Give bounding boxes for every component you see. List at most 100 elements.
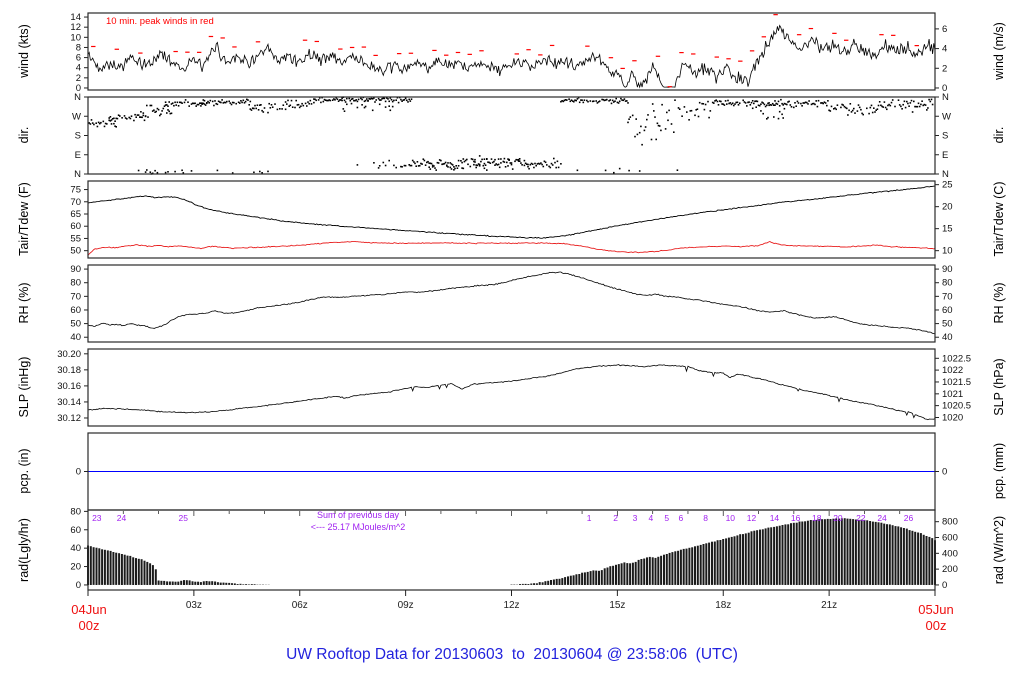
ylabel-rh-right: RH (%) bbox=[992, 282, 1006, 324]
ylabel-dir-left: dir. bbox=[17, 126, 31, 144]
solar-radiation-ytick-right: 400 bbox=[942, 548, 958, 559]
relative-humidity-ytick-left: 70 bbox=[70, 291, 81, 302]
solar-cumulative-label: 2 bbox=[613, 513, 618, 523]
sea-level-pressure-ytick-right: 1021 bbox=[942, 389, 963, 400]
solar-cumulative-label: 10 bbox=[726, 513, 736, 523]
temperature-ytick-left: 60 bbox=[70, 221, 81, 232]
wind-speed-trace bbox=[87, 24, 936, 89]
temperature-ytick-left: 75 bbox=[70, 185, 81, 196]
wind-ytick-left: 14 bbox=[70, 12, 81, 23]
temperature-ytick-left: 70 bbox=[70, 197, 81, 208]
solar-cumulative-label: 5 bbox=[664, 513, 669, 523]
solar-sum-annotation-line1: Sum of previous day bbox=[317, 510, 400, 520]
wind-ytick-left: 4 bbox=[76, 63, 81, 74]
x-start-date-hour: 00z bbox=[78, 618, 100, 633]
precipitation-ytick-right: 0 bbox=[942, 467, 947, 478]
sea-level-pressure-ytick-right: 1020.5 bbox=[942, 401, 971, 412]
ylabel-rh-left: RH (%) bbox=[17, 282, 31, 324]
temperature-ytick-right: 15 bbox=[942, 224, 953, 235]
dir-ytick-left: E bbox=[75, 150, 81, 161]
solar-cumulative-label: 12 bbox=[747, 513, 757, 523]
solar-cumulative-label: 23 bbox=[92, 513, 102, 523]
solar-cumulative-label: 4 bbox=[649, 513, 654, 523]
solar-cumulative-label: 18 bbox=[812, 513, 822, 523]
wind-ytick-right: 2 bbox=[942, 63, 947, 74]
x-hour-label: 18z bbox=[715, 600, 731, 611]
panel-frame-relative-humidity bbox=[87, 264, 936, 343]
dir-ytick-left: S bbox=[75, 131, 81, 142]
dir-ytick-right: N bbox=[942, 169, 949, 180]
solar-radiation-ytick-right: 0 bbox=[942, 580, 947, 591]
air-temp-trace bbox=[87, 185, 936, 239]
wind-ytick-left: 12 bbox=[70, 22, 81, 33]
temperature-ytick-right: 25 bbox=[942, 180, 953, 191]
relative-humidity-ytick-left: 50 bbox=[70, 319, 81, 330]
sea-level-pressure-ytick-right: 1020 bbox=[942, 412, 963, 423]
solar-cumulative-label: 3 bbox=[633, 513, 638, 523]
ylabel-dir-right: dir. bbox=[992, 126, 1006, 144]
dew-point-trace bbox=[87, 240, 936, 256]
solar-cumulative-label: 24 bbox=[117, 513, 127, 523]
temperature-ytick-right: 20 bbox=[942, 202, 953, 213]
ylabel-slp-left: SLP (inHg) bbox=[17, 356, 31, 418]
sea-level-pressure-ytick-left: 30.16 bbox=[57, 381, 81, 392]
solar-cumulative-label: 25 bbox=[179, 513, 189, 523]
x-hour-label: 15z bbox=[609, 600, 625, 611]
sea-level-pressure-ytick-right: 1021.5 bbox=[942, 377, 971, 388]
solar-cumulative-label: 1 bbox=[587, 513, 592, 523]
solar-radiation-ytick-left: 0 bbox=[76, 580, 81, 591]
temperature-ytick-left: 65 bbox=[70, 209, 81, 220]
sea-level-pressure-ytick-left: 30.12 bbox=[57, 413, 81, 424]
relative-humidity-ytick-left: 40 bbox=[70, 332, 81, 343]
panel-frame-sea-level-pressure bbox=[87, 348, 936, 427]
solar-cumulative-label: 22 bbox=[856, 513, 866, 523]
relative-humidity-ytick-right: 60 bbox=[942, 305, 953, 316]
dir-ytick-left: W bbox=[72, 111, 81, 122]
x-end-date: 05Jun 00z bbox=[918, 602, 953, 634]
ylabel-pcp-right: pcp. (mm) bbox=[992, 442, 1006, 500]
wind-ytick-left: 8 bbox=[76, 42, 81, 53]
wind-ytick-right: 0 bbox=[942, 83, 947, 94]
x-hour-label: 21z bbox=[821, 600, 837, 611]
sea-level-pressure-trace bbox=[87, 364, 936, 421]
relative-humidity-ytick-left: 60 bbox=[70, 305, 81, 316]
x-hour-label: 06z bbox=[292, 600, 308, 611]
relative-humidity-ytick-left: 90 bbox=[70, 264, 81, 275]
solar-cumulative-label: 24 bbox=[877, 513, 887, 523]
panel-frame-temperature bbox=[87, 180, 936, 259]
wind-ytick-left: 6 bbox=[76, 53, 81, 64]
sea-level-pressure-ytick-left: 30.20 bbox=[57, 349, 81, 360]
sea-level-pressure-ytick-left: 30.18 bbox=[57, 365, 81, 376]
solar-cumulative-label: 6 bbox=[679, 513, 684, 523]
x-hour-label: 03z bbox=[186, 600, 202, 611]
figure-title: UW Rooftop Data for 20130603 to 20130604… bbox=[286, 646, 738, 663]
sea-level-pressure-ytick-left: 30.14 bbox=[57, 397, 81, 408]
relative-humidity-trace bbox=[87, 271, 936, 335]
sea-level-pressure-ytick-right: 1022 bbox=[942, 365, 963, 376]
solar-radiation-ytick-left: 20 bbox=[70, 562, 81, 573]
panel-frame-wind bbox=[87, 12, 936, 91]
x-start-date-day: 04Jun bbox=[71, 602, 107, 617]
solar-cumulative-label: 14 bbox=[770, 513, 780, 523]
solar-cumulative-label: 26 bbox=[904, 513, 914, 523]
dir-ytick-right: E bbox=[942, 150, 948, 161]
dir-ytick-right: W bbox=[942, 111, 951, 122]
relative-humidity-ytick-right: 90 bbox=[942, 264, 953, 275]
wind-ytick-left: 10 bbox=[70, 32, 81, 43]
dir-ytick-left: N bbox=[74, 92, 81, 103]
relative-humidity-ytick-right: 40 bbox=[942, 332, 953, 343]
x-end-date-day: 05Jun bbox=[918, 602, 954, 617]
ylabel-temp-right: Tair/Tdew (C) bbox=[992, 181, 1006, 257]
relative-humidity-ytick-left: 80 bbox=[70, 278, 81, 289]
solar-radiation-ytick-right: 200 bbox=[942, 564, 958, 575]
ylabel-slp-right: SLP (hPa) bbox=[992, 358, 1006, 416]
solar-sum-annotation-line2: <--- 25.17 MJoules/m^2 bbox=[311, 522, 406, 532]
panel-frame-dir bbox=[87, 96, 936, 175]
solar-radiation-ytick-left: 80 bbox=[70, 506, 81, 517]
ylabel-wind-left: wind (kts) bbox=[17, 24, 31, 78]
